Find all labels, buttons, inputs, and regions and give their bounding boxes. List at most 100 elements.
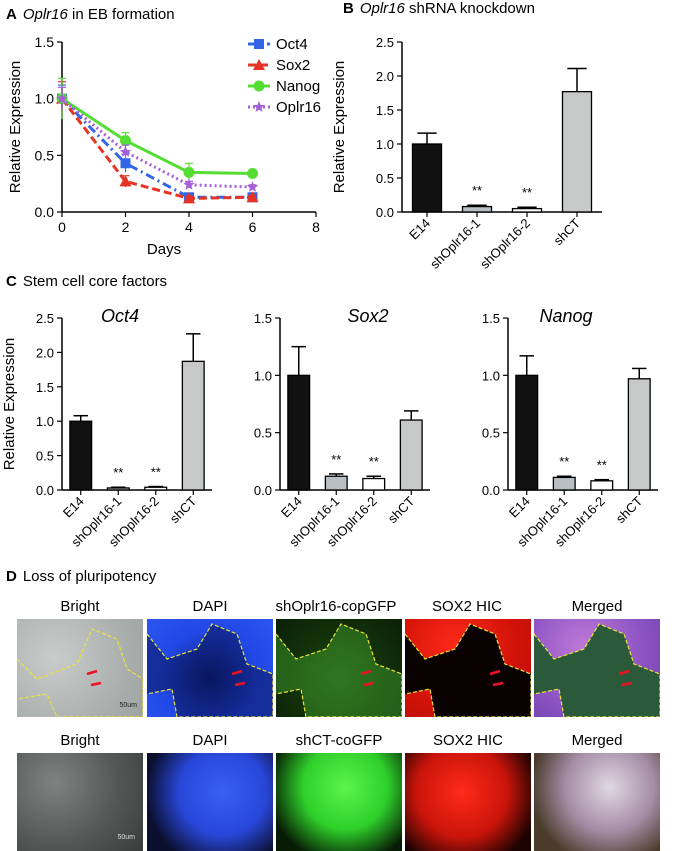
bar bbox=[552, 476, 576, 491]
data-point-square bbox=[254, 39, 264, 49]
y-tick-label: 1.5 bbox=[36, 380, 54, 395]
arrow-icon bbox=[231, 669, 246, 687]
y-axis-label: Relative Expression bbox=[1, 338, 18, 471]
bar bbox=[106, 487, 130, 491]
y-tick-label: 0.0 bbox=[376, 205, 394, 220]
mic-label-dapi: DAPI bbox=[192, 598, 228, 615]
y-tick-label: 2.0 bbox=[36, 345, 54, 360]
series-line bbox=[60, 97, 253, 199]
x-tick-label: shCT bbox=[167, 493, 200, 526]
data-point-triangle bbox=[183, 192, 195, 204]
bar bbox=[511, 207, 543, 213]
bar bbox=[69, 420, 93, 491]
x-tick-label: 6 bbox=[249, 219, 257, 235]
y-tick-label: 1.0 bbox=[35, 91, 55, 107]
y-axis-label: Relative Expression bbox=[331, 61, 348, 194]
x-tick-label: shCT bbox=[551, 215, 584, 248]
bar bbox=[627, 378, 651, 491]
data-point-triangle bbox=[246, 191, 259, 203]
panel-c-title: C Stem cell core factors bbox=[6, 273, 167, 290]
data-point-triangle bbox=[119, 175, 132, 187]
x-axis-label: Days bbox=[147, 241, 181, 258]
significance-label: ** bbox=[522, 185, 532, 200]
panel-a-letter: A bbox=[6, 6, 17, 23]
x-tick-label: shCT bbox=[613, 493, 646, 526]
data-point-star bbox=[56, 92, 68, 104]
knockdown-region-outline bbox=[17, 628, 143, 717]
bar bbox=[362, 477, 386, 491]
y-tick-label: 0.0 bbox=[36, 483, 54, 498]
bar bbox=[399, 419, 423, 491]
line-chart-eb-formation: 0.0 0.5 1.0 1.5 0 2 4 6 8 Days Relative Expression… bbox=[7, 34, 321, 258]
data-point-star bbox=[183, 178, 195, 190]
knockdown-region-outline bbox=[534, 623, 660, 717]
micrograph-dapi-shoplr16 bbox=[147, 619, 273, 717]
bar bbox=[561, 90, 593, 213]
micrograph-gfp-shct bbox=[276, 753, 402, 851]
x-tick-label: shOplr16-2 bbox=[477, 216, 533, 270]
legend-label: Oct4 bbox=[276, 36, 308, 53]
y-tick-label: 0.0 bbox=[254, 483, 272, 498]
y-tick-label: 1.5 bbox=[254, 311, 272, 326]
y-tick-label: 1.0 bbox=[482, 368, 500, 383]
x-tick-label: shOplr16-1 bbox=[427, 216, 483, 270]
micrograph-bright-shoplr16: 50um bbox=[17, 619, 143, 717]
y-tick-label: 2.5 bbox=[376, 35, 394, 50]
arrow-icon bbox=[489, 669, 504, 687]
panel-d-text: Loss of pluripotency bbox=[22, 568, 157, 585]
knockdown-region-outline bbox=[147, 623, 273, 717]
panel-c-letter: C bbox=[6, 273, 17, 290]
mic-label-sox2-hic-2: SOX2 HIC bbox=[432, 732, 504, 749]
y-tick-label: 1.0 bbox=[254, 368, 272, 383]
y-axis-label: Relative Expression bbox=[7, 61, 24, 194]
x-tick-label: shCT bbox=[385, 493, 418, 526]
micrograph-sox2-shct bbox=[405, 753, 531, 851]
y-tick-label: 2.5 bbox=[36, 311, 54, 326]
significance-label: ** bbox=[113, 465, 123, 480]
mic-label-bright: Bright bbox=[60, 598, 100, 615]
micrograph-merged-shoplr16 bbox=[534, 619, 660, 717]
y-tick-label: 0.5 bbox=[254, 426, 272, 441]
x-tick-label: E14 bbox=[278, 494, 305, 521]
mic-label-merged: Merged bbox=[571, 598, 623, 615]
chart-title: Nanog bbox=[539, 306, 592, 326]
series-line bbox=[61, 97, 253, 175]
y-tick-label: 0.5 bbox=[376, 171, 394, 186]
x-tick-label: E14 bbox=[506, 494, 533, 521]
significance-label: ** bbox=[151, 465, 161, 480]
series-line bbox=[60, 97, 253, 200]
data-point-triangle bbox=[253, 59, 265, 70]
legend-label: Nanog bbox=[276, 78, 320, 95]
panel-c-text: Stem cell core factors bbox=[22, 273, 168, 290]
x-tick-label: 0 bbox=[58, 219, 66, 235]
mic-label-bright-2: Bright bbox=[60, 732, 100, 749]
data-point-star bbox=[119, 145, 132, 157]
bar bbox=[324, 475, 348, 491]
panel-a-title: A Oplr16 in EB formation bbox=[6, 6, 175, 23]
bar bbox=[590, 480, 614, 491]
significance-label: ** bbox=[331, 452, 341, 467]
bar bbox=[287, 374, 311, 491]
x-tick-label: E14 bbox=[60, 494, 87, 521]
data-point-circle bbox=[120, 135, 131, 147]
y-tick-label: 0.5 bbox=[35, 147, 55, 163]
series-line bbox=[61, 97, 253, 189]
bar-chart-shrna-knockdown: 0.0 0.5 1.0 1.5 2.0 2.5 E14 ** shOplr16-1 ** shOpl… bbox=[331, 35, 602, 270]
bar bbox=[411, 143, 443, 213]
y-tick-label: 1.0 bbox=[376, 137, 394, 152]
y-tick-label: 1.5 bbox=[35, 34, 55, 50]
significance-label: ** bbox=[559, 454, 569, 469]
panel-b-rest: shRNA knockdown bbox=[404, 0, 535, 17]
significance-label: ** bbox=[369, 454, 379, 469]
significance-label: ** bbox=[472, 183, 482, 198]
micrograph-sox2-shoplr16 bbox=[405, 619, 531, 717]
micrograph-merged-shct bbox=[534, 753, 660, 851]
x-tick-label: E14 bbox=[406, 216, 433, 243]
panel-b-title: B Oplr16 shRNA knockdown bbox=[343, 0, 535, 17]
bar-chart-oct4: 0.00.51.01.52.02.5E14**shOplr16-1**shOpl… bbox=[1, 306, 212, 550]
panel-a-rest: in EB formation bbox=[67, 6, 175, 23]
y-tick-label: 1.5 bbox=[376, 103, 394, 118]
y-tick-label: 0.5 bbox=[482, 426, 500, 441]
